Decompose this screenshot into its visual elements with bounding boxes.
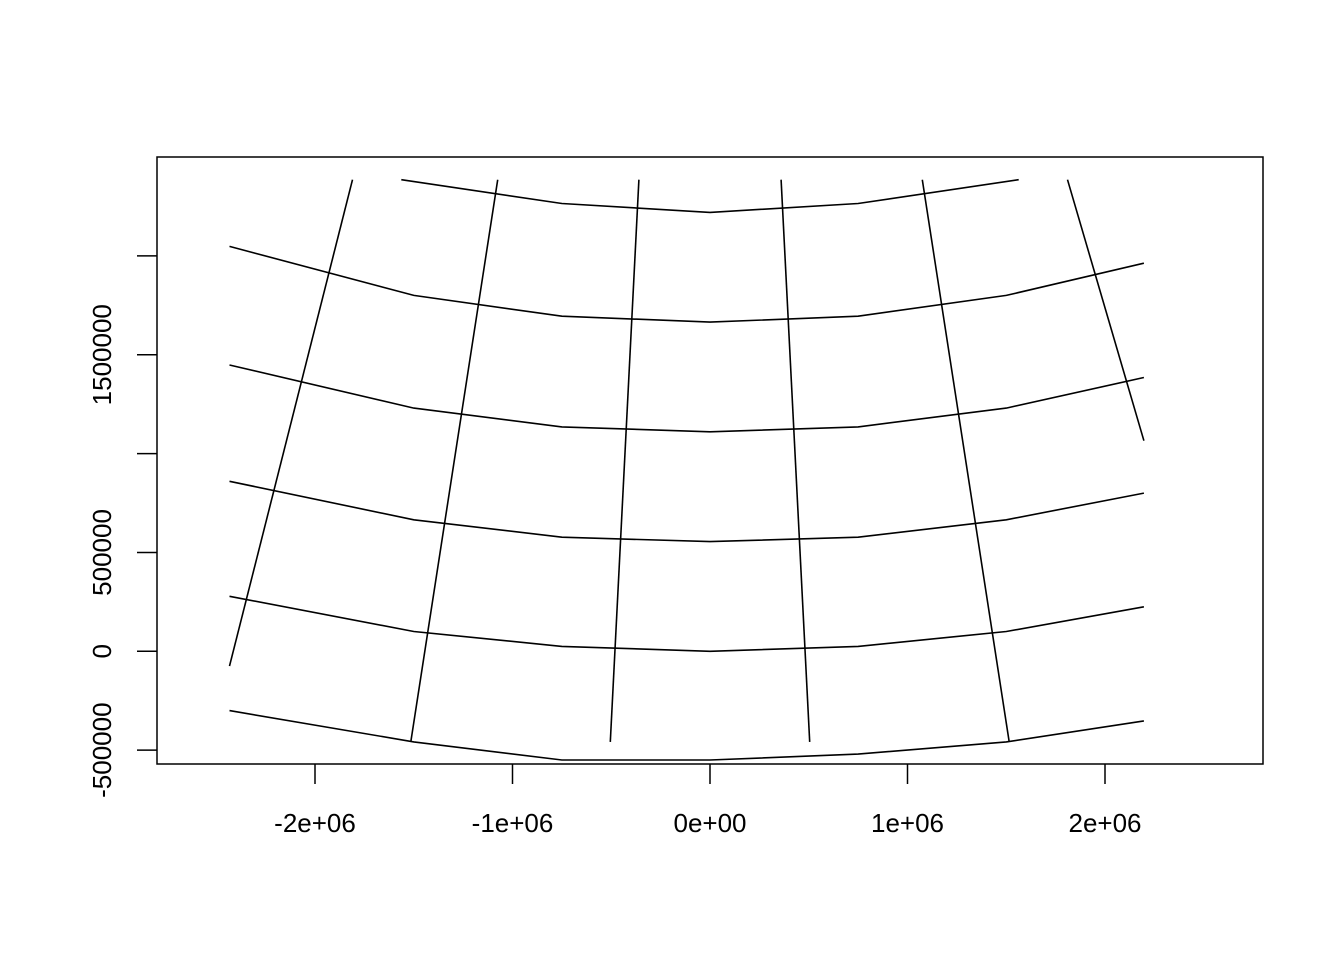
- x-axis: -2e+06 -1e+06 0e+00 1e+06 2e+06: [274, 764, 1142, 838]
- graticule-line-2: [229, 595, 1145, 653]
- graticule-line-4: [229, 364, 1145, 433]
- graticule-line-10: [780, 179, 811, 742]
- graticule-line-3: [229, 480, 1145, 543]
- graticule-line-8: [410, 179, 499, 743]
- graticule-line-1: [229, 709, 1145, 761]
- x-tick-label: 1e+06: [871, 808, 944, 838]
- y-tick-label: -500000: [87, 702, 117, 797]
- y-tick-label: 1500000: [87, 304, 117, 405]
- graticule-line-12: [1066, 179, 1145, 441]
- x-tick-label: 2e+06: [1068, 808, 1141, 838]
- graticule-line-11: [921, 179, 1010, 743]
- graticule-line-9: [609, 179, 640, 742]
- y-tick-label: 500000: [87, 509, 117, 596]
- graticule-line-6: [401, 178, 1019, 214]
- graticule-line-5: [229, 245, 1145, 323]
- y-axis: -500000 0 500000 1500000: [87, 255, 157, 798]
- x-tick-label: -1e+06: [472, 808, 554, 838]
- y-tick-label: 0: [87, 644, 117, 658]
- plot-frame: [156, 156, 1264, 765]
- x-tick-label: -2e+06: [274, 808, 356, 838]
- graticule-line-7: [228, 179, 354, 667]
- x-tick-label: 0e+00: [673, 808, 746, 838]
- graticule-lines: [228, 178, 1145, 761]
